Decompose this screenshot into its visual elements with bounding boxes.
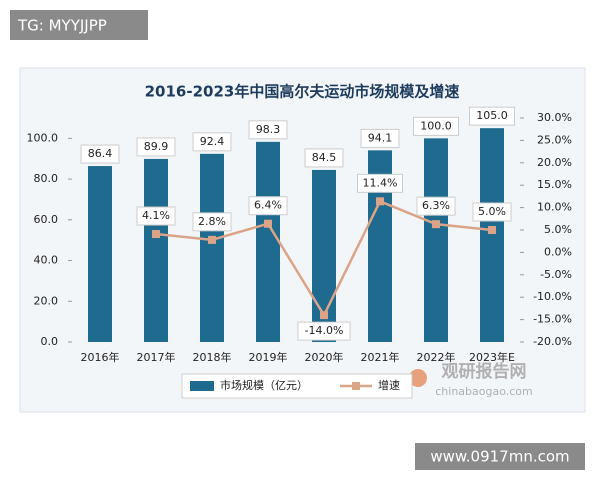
bar-value-label: 100.0 (420, 119, 452, 132)
y2-tick-label: 20.0% (537, 156, 572, 169)
bar-value-label-box (413, 116, 459, 136)
tag-box (10, 10, 148, 40)
y2-tick-label: 0.0% (544, 245, 572, 258)
y2-tick-label: -5.0% (540, 268, 572, 281)
line-marker (488, 226, 496, 234)
x-tick-label: 2018年 (193, 350, 232, 364)
y-tick-label: 40.0 (34, 254, 59, 267)
line-value-label-box (136, 206, 176, 226)
y-tick-label: 80.0 (34, 172, 59, 185)
site-box (415, 443, 585, 470)
x-tick-label: 2017年 (137, 350, 176, 364)
x-tick-label: 2020年 (305, 350, 344, 364)
x-tick-label: 2023年E (469, 350, 515, 364)
y2-tick-label: 25.0% (537, 133, 572, 146)
bar-value-label-box (304, 148, 344, 168)
line-value-label: 5.0% (478, 205, 506, 218)
bar (480, 128, 504, 342)
y2-tick-label: 15.0% (537, 178, 572, 191)
line-value-label-box (248, 196, 288, 216)
line-marker (376, 197, 384, 206)
bar (200, 153, 224, 342)
bar-value-label: 98.3 (256, 123, 281, 136)
y-tick-label: 20.0 (34, 294, 59, 307)
bar-value-label: 89.9 (144, 140, 169, 153)
bar-value-label-box (360, 128, 400, 148)
y2-tick-label: 10.0% (537, 201, 572, 214)
watermark-logo (409, 369, 427, 387)
line-value-label: 6.4% (254, 199, 282, 212)
bar-value-label: 86.4 (88, 147, 113, 160)
line-marker (264, 219, 272, 228)
line-value-label: 4.1% (142, 209, 170, 222)
bar-value-label-box (469, 106, 515, 126)
y2-tick-label: 30.0% (537, 111, 572, 124)
bar-value-label: 105.0 (476, 109, 508, 122)
line-value-label: 2.8% (198, 215, 226, 228)
bar (256, 141, 280, 342)
line-value-label-box (416, 196, 456, 216)
bar (88, 166, 112, 342)
y2-tick-label: -15.0% (533, 313, 572, 326)
chart-title: 2016-2023年中国高尔夫运动市场规模及增速 (145, 83, 460, 101)
legend-swatch (190, 381, 214, 391)
line-marker (152, 230, 160, 239)
y2-tick-label: -10.0% (533, 290, 572, 303)
bar-value-label-box (192, 132, 232, 152)
line-marker (320, 311, 328, 320)
tag-text: TG: MYYJJPP (17, 17, 107, 35)
line-value-label-box (297, 321, 351, 341)
y2-tick-label: -20.0% (533, 335, 572, 348)
y-tick-label: 0.0 (41, 335, 59, 348)
legend-swatch (352, 382, 360, 390)
bar-value-label: 84.5 (312, 151, 337, 164)
bar (144, 158, 168, 342)
line-value-label: 11.4% (363, 176, 398, 189)
y2-tick-label: 5.0% (544, 223, 572, 236)
bar-value-label-box (248, 120, 288, 140)
line-value-label: 6.3% (422, 199, 450, 212)
line-value-label: -14.0% (305, 324, 344, 337)
legend-label: 增速 (378, 378, 400, 392)
bar (424, 138, 448, 342)
y-tick-label: 100.0 (27, 131, 59, 144)
x-tick-label: 2016年 (81, 350, 120, 364)
line-value-label-box (192, 212, 232, 232)
x-tick-label: 2022年 (417, 350, 456, 364)
line-marker (208, 235, 216, 244)
line-value-label-box (357, 173, 403, 193)
line-marker (432, 220, 440, 229)
line-value-label-box (472, 202, 512, 222)
watermark-url: chinabaogao.com (435, 385, 533, 398)
legend-label: 市场规模（亿元） (220, 378, 308, 392)
bar-value-label: 92.4 (200, 135, 225, 148)
y-tick-label: 60.0 (34, 213, 59, 226)
x-tick-label: 2019年 (249, 350, 288, 364)
x-tick-label: 2021年 (361, 350, 400, 364)
legend-box (181, 373, 413, 399)
watermark-title: 观研报告网 (441, 361, 527, 382)
bar-value-label-box (80, 144, 120, 164)
site-text: www.0917mn.com (430, 448, 569, 466)
bar-value-label-box (136, 137, 176, 157)
bar-value-label: 94.1 (368, 131, 393, 144)
